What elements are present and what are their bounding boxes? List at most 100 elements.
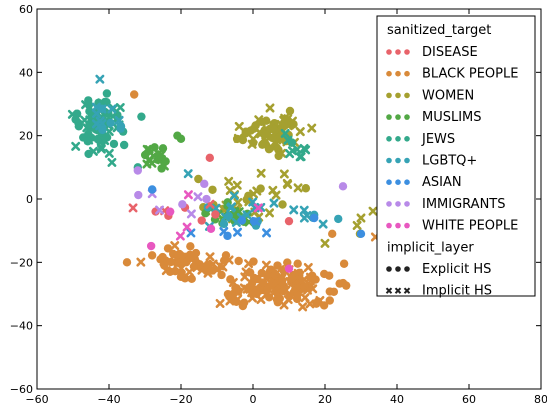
y-tick-label: 0	[26, 193, 33, 206]
point-asian	[186, 228, 196, 238]
point-jews	[85, 120, 94, 129]
point-jews	[88, 146, 98, 156]
point-women	[265, 103, 275, 113]
point-jews	[299, 143, 309, 153]
point-black-people	[170, 241, 180, 251]
point-black-people	[315, 295, 325, 305]
legend-marker	[395, 222, 401, 229]
point-black-people	[163, 244, 173, 253]
point-black-people	[166, 257, 175, 267]
point-black-people	[191, 248, 201, 258]
x-tick-label: 80	[534, 393, 547, 406]
point-muslims	[140, 150, 150, 160]
point-black-people	[180, 251, 190, 261]
point-jews	[67, 109, 77, 119]
legend-marker	[403, 287, 411, 294]
point-black-people	[279, 300, 289, 310]
point-black-people	[186, 242, 195, 251]
point-immigrants	[193, 192, 203, 202]
point-lgbtq-	[289, 205, 299, 215]
point-jews	[102, 89, 112, 98]
point-asian	[237, 216, 247, 225]
point-immigrants	[186, 209, 196, 219]
legend-label: JEWS	[421, 132, 455, 147]
legend-label: WOMEN	[422, 88, 474, 103]
x-tick-label: 40	[390, 393, 404, 406]
legend-marker	[395, 92, 401, 99]
point-jews	[296, 152, 306, 162]
point-jews	[74, 122, 84, 131]
point-muslims	[150, 143, 159, 152]
point-black-people	[270, 286, 280, 296]
point-women	[285, 106, 295, 116]
point-muslims	[142, 159, 152, 169]
point-lgbtq-	[183, 169, 193, 179]
point-black-people	[311, 275, 320, 284]
legend-label: Explicit HS	[422, 262, 491, 277]
x-tick-label: 0	[250, 393, 257, 406]
legend-marker	[404, 92, 410, 99]
point-women	[274, 151, 283, 161]
legend-marker	[404, 201, 410, 207]
point-asian	[310, 213, 319, 223]
point-immigrants	[155, 205, 165, 215]
point-black-people	[298, 302, 308, 312]
point-women	[249, 138, 258, 147]
point-muslims	[158, 144, 168, 153]
point-black-people	[261, 260, 271, 270]
points-layer	[67, 74, 409, 312]
point-black-people	[263, 284, 273, 293]
point-black-people	[303, 262, 313, 272]
point-black-people	[325, 296, 334, 305]
x-tick-label: −60	[25, 393, 48, 406]
point-women	[268, 185, 278, 195]
point-jews	[115, 103, 125, 113]
point-black-people	[171, 266, 180, 276]
point-women	[356, 213, 366, 223]
point-black-people	[270, 270, 279, 280]
point-black-people	[308, 284, 318, 294]
point-black-people	[325, 287, 335, 296]
point-black-people	[264, 293, 274, 302]
point-white-people	[146, 241, 156, 251]
point-black-people	[273, 261, 282, 270]
point-women	[257, 117, 266, 127]
point-black-people	[217, 270, 226, 280]
point-lgbtq-	[106, 118, 115, 128]
point-black-people	[187, 274, 196, 284]
legend-marker	[386, 266, 392, 272]
point-black-people	[147, 251, 157, 260]
point-white-people	[253, 203, 263, 213]
point-lgbtq-	[334, 214, 343, 224]
legend-marker	[404, 49, 410, 55]
point-jews	[84, 129, 93, 139]
point-muslims	[176, 134, 186, 144]
point-black-people	[234, 256, 243, 266]
point-women	[194, 174, 203, 184]
point-lgbtq-	[220, 212, 230, 222]
legend-marker	[386, 114, 392, 120]
point-lgbtq-	[219, 219, 229, 229]
point-jews	[84, 149, 93, 159]
y-tick-label: 20	[19, 130, 33, 143]
point-jews	[84, 96, 93, 105]
point-women	[208, 185, 217, 194]
point-black-people	[205, 252, 215, 262]
point-lgbtq-	[116, 124, 125, 133]
point-lgbtq-	[318, 219, 328, 229]
y-tick-label: 60	[19, 3, 33, 16]
point-white-people	[183, 190, 193, 200]
point-black-people	[176, 272, 186, 282]
legend-marker	[395, 179, 401, 185]
point-lgbtq-	[95, 116, 105, 126]
legend-marker	[395, 114, 401, 120]
point-black-people	[136, 257, 146, 267]
point-black-people	[305, 299, 315, 309]
point-black-people	[240, 298, 249, 307]
point-lgbtq-	[299, 205, 309, 215]
point-black-people	[203, 268, 213, 278]
legend-marker	[395, 136, 401, 142]
point-lgbtq-	[242, 210, 252, 220]
point-jews	[137, 112, 146, 121]
